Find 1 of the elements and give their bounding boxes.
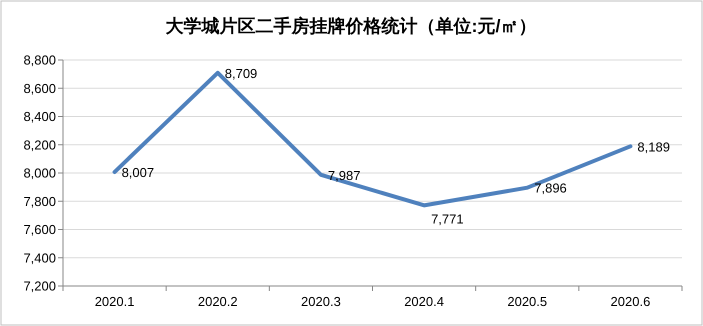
title: 大学城片区二手房挂牌价格统计（单位:元/㎡） xyxy=(166,16,536,36)
